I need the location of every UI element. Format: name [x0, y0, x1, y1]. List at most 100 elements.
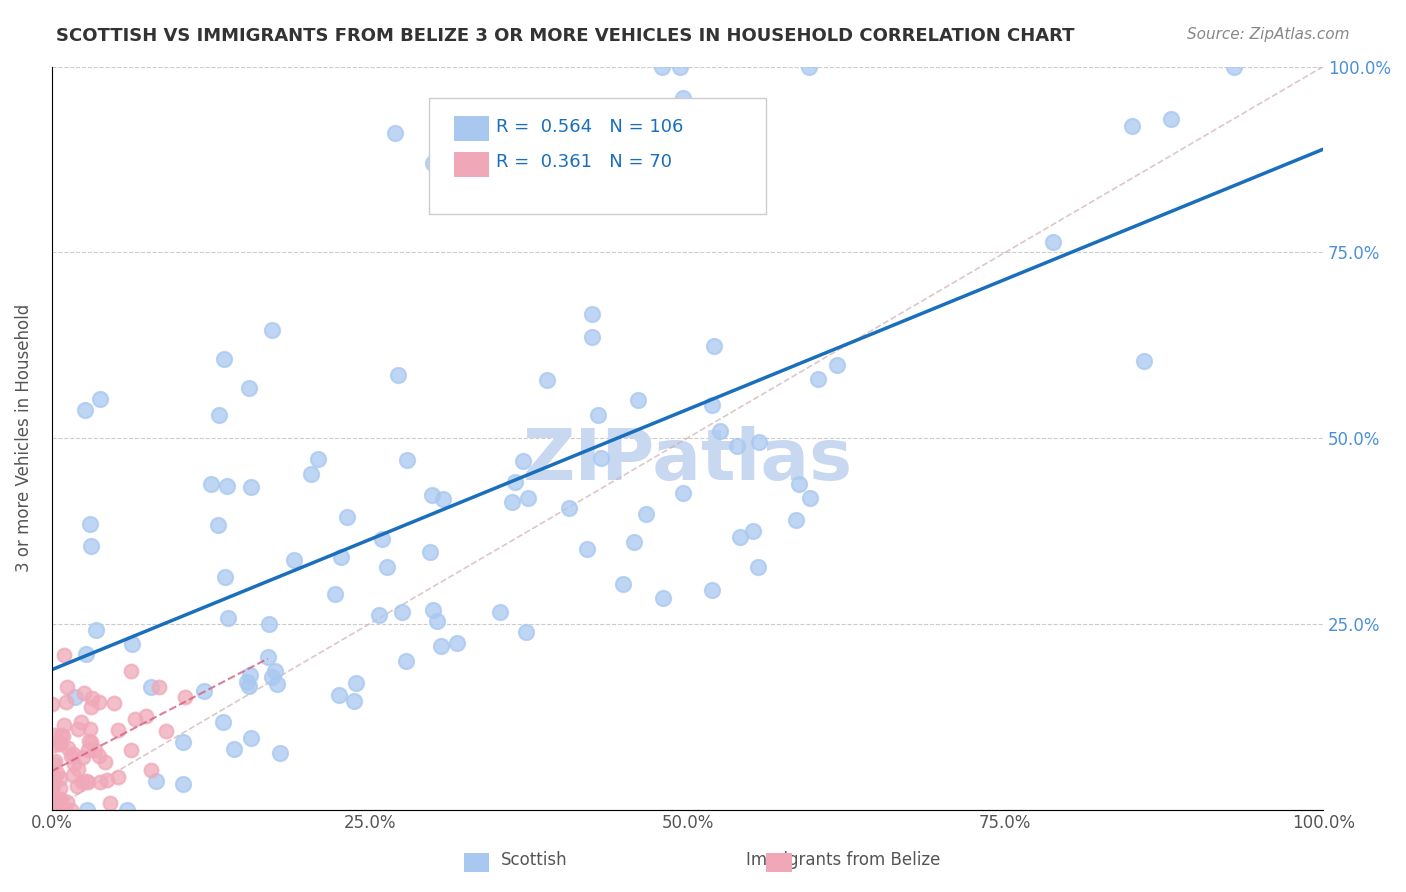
Point	[262, 323, 284, 337]
Point	[703, 339, 725, 353]
Point	[79, 517, 101, 532]
Point	[49, 736, 72, 750]
Point	[145, 774, 167, 789]
Point	[589, 450, 612, 465]
Point	[430, 640, 453, 654]
Point	[266, 677, 288, 691]
Point	[709, 424, 731, 438]
Point	[260, 670, 283, 684]
Point	[77, 775, 100, 789]
Point	[44, 754, 66, 768]
Point	[420, 488, 443, 502]
Point	[797, 60, 820, 74]
Point	[208, 408, 231, 422]
Point	[367, 607, 389, 622]
Point	[588, 408, 610, 422]
Point	[741, 524, 763, 538]
Point	[49, 791, 72, 805]
Point	[515, 625, 537, 640]
Point	[89, 775, 111, 789]
Point	[62, 747, 84, 761]
Point	[42, 780, 65, 794]
Point	[84, 743, 107, 757]
Point	[200, 477, 222, 491]
Point	[94, 755, 117, 769]
Point	[60, 803, 83, 817]
Point	[700, 399, 723, 413]
Point	[651, 591, 673, 606]
Point	[66, 779, 89, 793]
Point	[336, 509, 359, 524]
Point	[80, 735, 103, 749]
Point	[342, 693, 364, 707]
Point	[238, 381, 260, 395]
Point	[283, 553, 305, 567]
Point	[96, 772, 118, 787]
Point	[59, 749, 82, 764]
Point	[217, 611, 239, 625]
Point	[799, 491, 821, 506]
Point	[141, 681, 163, 695]
Point	[623, 534, 645, 549]
Point	[63, 690, 86, 704]
Point	[79, 722, 101, 736]
Point	[510, 112, 533, 126]
Point	[747, 560, 769, 574]
Point	[263, 665, 285, 679]
Point	[135, 709, 157, 723]
Point	[384, 127, 406, 141]
Point	[41, 780, 63, 794]
Point	[236, 674, 259, 689]
Point	[46, 766, 69, 780]
Point	[80, 700, 103, 714]
Point	[44, 728, 66, 742]
Point	[115, 803, 138, 817]
Point	[214, 570, 236, 584]
Point	[75, 647, 97, 661]
Point	[75, 402, 97, 417]
Point	[103, 696, 125, 710]
Point	[73, 686, 96, 700]
Point	[76, 803, 98, 817]
Point	[725, 439, 748, 453]
Point	[70, 775, 93, 789]
Point	[148, 680, 170, 694]
Point	[387, 368, 409, 382]
Point	[58, 741, 80, 756]
Point	[575, 541, 598, 556]
Point	[52, 729, 75, 743]
Point	[557, 501, 579, 516]
Point	[307, 451, 329, 466]
Point	[259, 617, 281, 632]
Text: Scottish: Scottish	[501, 851, 568, 869]
Point	[45, 793, 67, 807]
Point	[1160, 112, 1182, 126]
Point	[238, 679, 260, 693]
Point	[391, 605, 413, 619]
Point	[728, 530, 751, 544]
Point	[512, 454, 534, 468]
Point	[139, 763, 162, 777]
Point	[84, 624, 107, 638]
Point	[63, 757, 86, 772]
Point	[536, 373, 558, 387]
Point	[1133, 353, 1156, 368]
Point	[211, 715, 233, 730]
Point	[172, 735, 194, 749]
Point	[53, 718, 76, 732]
Point	[239, 731, 262, 745]
Point	[396, 453, 419, 467]
Point	[434, 119, 457, 133]
Point	[627, 393, 650, 408]
Point	[45, 803, 67, 817]
Point	[422, 156, 444, 170]
Point	[107, 723, 129, 737]
Point	[501, 495, 523, 509]
Point	[789, 476, 811, 491]
Point	[702, 582, 724, 597]
Point	[172, 777, 194, 791]
Point	[62, 767, 84, 781]
Point	[1042, 235, 1064, 249]
Point	[41, 803, 63, 817]
Point	[121, 637, 143, 651]
